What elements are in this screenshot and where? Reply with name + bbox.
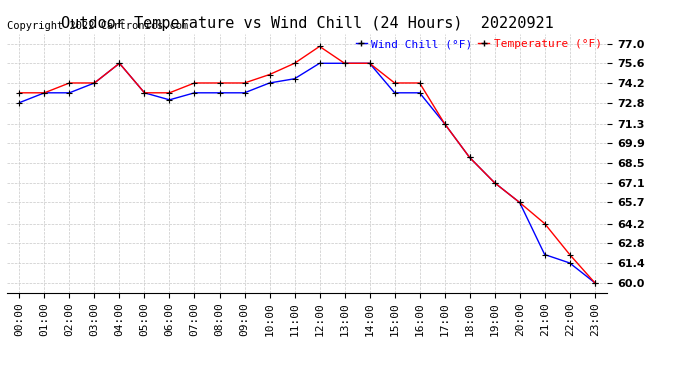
Title: Outdoor Temperature vs Wind Chill (24 Hours)  20220921: Outdoor Temperature vs Wind Chill (24 Ho… [61,16,553,31]
Text: Copyright 2022 Cartronics.com: Copyright 2022 Cartronics.com [7,21,188,31]
Legend: Wind Chill (°F), Temperature (°F): Wind Chill (°F), Temperature (°F) [351,35,606,54]
